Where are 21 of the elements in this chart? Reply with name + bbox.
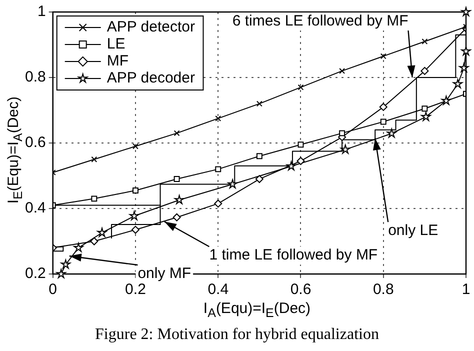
caption: Figure 2: Motivation for hybrid equalization: [94, 326, 380, 344]
y-tick-label: 0.4: [24, 200, 46, 217]
x-tick-label: 0.2: [125, 281, 146, 298]
legend-label: APP detector: [106, 18, 195, 36]
annotation: 6 times LE followed by MF: [232, 12, 408, 30]
x-tick-label: 1: [462, 281, 470, 298]
x-tick-label: 0.8: [372, 281, 394, 298]
annotation: only LE: [388, 222, 438, 240]
y-tick-label: 1: [38, 3, 46, 20]
x-tick-label: 0: [48, 281, 58, 298]
x-axis-title: I$_{A}$(Equ)=I$_{E}$(Dec): [202, 300, 312, 320]
annotation: only MF: [138, 265, 192, 282]
legend-label: APP decoder: [106, 70, 195, 87]
y-tick-label: 0.8: [24, 68, 46, 86]
legend-label: MF: [106, 52, 129, 70]
annotation: 1 time LE followed by MF: [209, 246, 378, 264]
x-tick-label: 0.6: [290, 281, 312, 298]
y-tick-label: 0.2: [24, 265, 46, 282]
x-tick-label: 0.4: [208, 281, 229, 298]
y-tick-label: 0.6: [24, 134, 46, 152]
legend-label: LE: [106, 36, 126, 53]
